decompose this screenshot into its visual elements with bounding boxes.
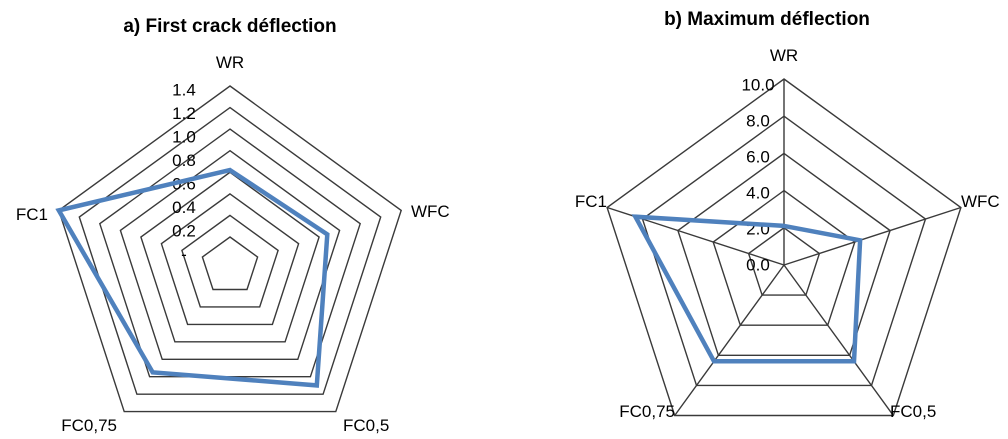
radial-tick-label: 1.2 [172,104,196,123]
axis-label: WFC [411,202,450,221]
radial-tick-label: 8.0 [746,111,770,130]
axis-label: WR [770,46,798,65]
radial-tick-label: 4.0 [746,183,770,202]
grid-ring [57,85,403,413]
grid-ring [160,193,300,326]
grid-ring [119,149,341,360]
axis-label: FC0,5 [343,416,389,435]
series-layer [631,214,863,364]
radar-grid [606,78,962,417]
series-line [55,167,330,388]
axis-label: FC0,75 [61,416,117,435]
radar-spoke [674,264,785,416]
radial-tick-labels: 1.41.21.00.80.60.40.2- [172,80,196,264]
radar-grid [57,85,403,413]
chart-title: b) Maximum déflection [664,9,870,30]
radial-tick-label: 0.2 [172,221,196,240]
grid-ring [641,115,927,387]
radial-tick-label: 0.0 [746,255,770,274]
radial-tick-label: 10.0 [741,75,774,94]
radar-chart-first-crack: a) First crack déflection 1.4 1.2 1.0 0.8 0.… [16,16,450,435]
radial-tick-labels: 10.08.06.04.02.00.0 [741,75,774,274]
radar-spoke [783,264,894,416]
radial-tick-label: 6.0 [746,147,770,166]
grid-ring [201,236,259,291]
radial-tick-label: 1.0 [172,127,196,146]
axis-label: FC1 [16,205,48,224]
axis-labels: WR WFC FC0,5 FC0,75 FC1 [575,46,1000,421]
radial-tick-label: 0.4 [172,198,196,217]
radar-chart-maximum: b) Maximum déflection 10.08.06.04.02.00.… [575,9,1000,421]
axis-labels: WR WFC FC0,5 FC0,75 FC1 [16,53,450,435]
radial-tick-label: - [181,245,187,264]
radial-tick-label: 1.4 [172,80,196,99]
axis-label: WR [216,53,244,72]
grid-ring [606,78,962,417]
radar-spoke [783,206,962,266]
axis-label: FC0,5 [890,402,936,421]
axis-label: FC1 [575,192,607,211]
chart-title: a) First crack déflection [123,16,336,37]
axis-label: FC0,75 [619,402,675,421]
grid-ring [140,171,320,343]
series-layer [55,167,330,388]
grid-ring [747,226,821,296]
axis-label: WFC [961,192,1000,211]
grid-ring [712,189,856,326]
series-line [631,214,863,364]
grid-ring [677,152,891,356]
grid-ring [181,214,279,308]
radial-tick-label: 0.8 [172,151,196,170]
